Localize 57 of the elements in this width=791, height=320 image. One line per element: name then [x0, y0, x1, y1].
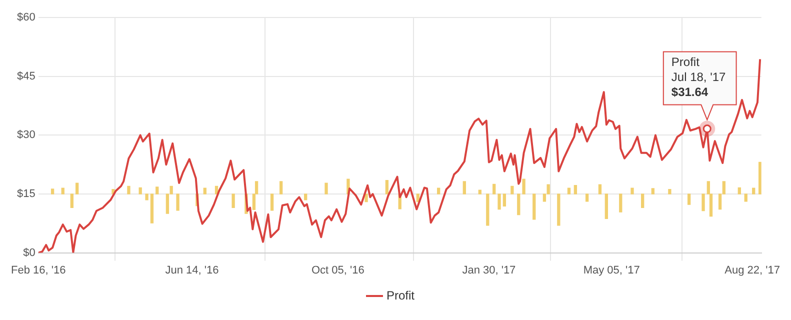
bar: [738, 187, 741, 194]
bar: [510, 186, 514, 194]
bar: [138, 187, 142, 194]
bar: [598, 184, 602, 194]
bar: [640, 194, 644, 208]
bar: [270, 194, 274, 211]
bar: [127, 186, 130, 194]
y-tick-label: $45: [16, 70, 36, 82]
bar: [517, 194, 520, 216]
bar: [486, 194, 490, 226]
bar: [437, 188, 440, 194]
bar: [304, 194, 308, 200]
legend-label: Profit: [386, 288, 416, 302]
bar: [385, 180, 389, 194]
bar: [630, 188, 634, 194]
bar: [532, 194, 536, 220]
bar: [498, 194, 501, 210]
y-tick-label: $30: [16, 129, 36, 142]
y-tick-label: $15: [16, 188, 36, 200]
bar: [156, 186, 159, 194]
bar: [462, 181, 466, 194]
bar: [61, 188, 64, 194]
x-tick-label: Jan 30, '17: [462, 264, 516, 276]
x-tick-label: May 05, '17: [583, 264, 640, 276]
bar: [502, 194, 506, 206]
x-tick-label: Aug 22, '17: [724, 264, 780, 276]
x-tick-label: Feb 16, '16: [10, 264, 66, 276]
bar: [668, 188, 672, 194]
bar: [744, 194, 748, 202]
bar: [522, 178, 526, 194]
bar: [492, 184, 496, 194]
bar: [651, 188, 654, 194]
bar: [752, 188, 756, 194]
bar: [232, 194, 235, 208]
bar: [574, 185, 578, 194]
y-tick-label: $60: [16, 12, 36, 24]
bar: [687, 194, 691, 205]
bar: [324, 182, 328, 194]
y-tick-label: $0: [23, 246, 36, 259]
bar: [585, 194, 589, 202]
annotation: Profit Jul 18, '17 $31.64: [671, 55, 726, 100]
bar: [176, 194, 180, 211]
bar: [619, 194, 622, 212]
bar: [203, 188, 206, 194]
bar: [150, 194, 154, 224]
x-tick-label: Jun 14, '16: [165, 264, 219, 276]
x-tick-label: Oct 05, '16: [311, 264, 364, 276]
bar: [604, 194, 608, 220]
bar: [50, 188, 54, 194]
bar: [557, 194, 560, 226]
bar: [702, 194, 705, 212]
bar: [76, 182, 79, 194]
bar: [567, 188, 571, 194]
bar: [279, 181, 283, 194]
bar: [70, 194, 74, 208]
bar: [145, 194, 148, 200]
bar: [478, 190, 482, 194]
